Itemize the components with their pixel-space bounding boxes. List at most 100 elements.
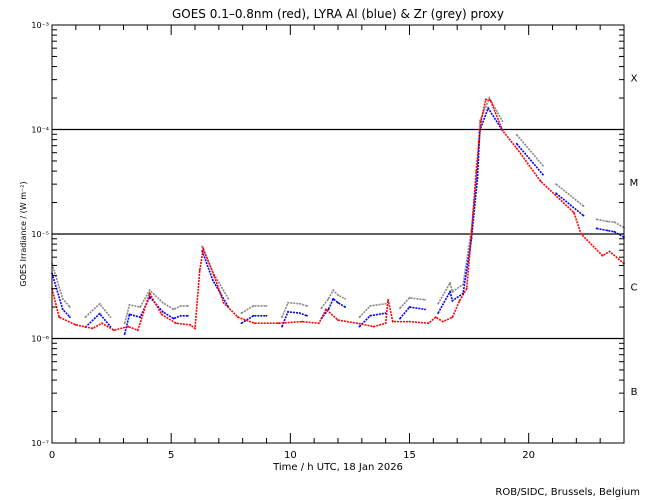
data-point bbox=[287, 301, 289, 304]
data-point bbox=[337, 294, 339, 297]
data-point bbox=[372, 325, 375, 328]
data-point bbox=[595, 218, 598, 221]
series-segment bbox=[358, 302, 386, 318]
data-point bbox=[139, 306, 142, 308]
data-point bbox=[582, 205, 585, 207]
series-segment bbox=[84, 312, 112, 328]
series-segment bbox=[241, 314, 267, 324]
data-point bbox=[139, 316, 142, 319]
series-segment bbox=[201, 250, 230, 308]
data-point bbox=[451, 290, 454, 293]
data-point bbox=[573, 211, 575, 214]
x-axis-label: Time / h UTC, 18 Jan 2026 bbox=[272, 462, 403, 473]
data-point bbox=[58, 316, 61, 319]
data-point bbox=[424, 298, 426, 301]
data-point bbox=[515, 142, 518, 145]
data-point bbox=[369, 305, 372, 307]
series-segment bbox=[437, 96, 504, 305]
data-point bbox=[91, 327, 94, 330]
data-point bbox=[101, 322, 103, 325]
data-point bbox=[161, 301, 164, 304]
data-point bbox=[327, 297, 330, 300]
data-point bbox=[384, 302, 387, 305]
data-point bbox=[399, 317, 401, 320]
x-tick-label: 20 bbox=[522, 450, 535, 461]
data-point bbox=[462, 283, 465, 286]
data-point bbox=[237, 316, 239, 319]
flare-class-label: C bbox=[631, 282, 638, 293]
data-point bbox=[160, 313, 163, 316]
data-point bbox=[252, 305, 255, 307]
chart-title: GOES 0.1–0.8nm (red), LYRA Al (blue) & Z… bbox=[172, 7, 504, 21]
data-point bbox=[84, 316, 87, 319]
series-segment bbox=[123, 295, 188, 335]
data-point bbox=[501, 129, 504, 132]
data-point bbox=[175, 322, 177, 325]
data-point bbox=[172, 308, 175, 311]
series-segment bbox=[555, 183, 584, 207]
data-point bbox=[555, 183, 557, 186]
data-point bbox=[606, 229, 609, 232]
data-point bbox=[437, 302, 439, 305]
data-point bbox=[298, 312, 301, 315]
data-point bbox=[515, 133, 518, 136]
data-point bbox=[128, 303, 131, 306]
data-point bbox=[476, 177, 479, 180]
data-point bbox=[356, 322, 358, 325]
data-point bbox=[109, 316, 112, 319]
data-point bbox=[437, 312, 439, 315]
y-axis-label: GOES Irradiance / (W m⁻²) bbox=[19, 181, 28, 286]
series-segment bbox=[596, 218, 625, 229]
y-tick-label: 10⁻⁴ bbox=[31, 126, 49, 135]
y-tick-label: 10⁻⁵ bbox=[31, 230, 49, 239]
data-point bbox=[480, 120, 482, 123]
data-point bbox=[298, 302, 301, 305]
data-point bbox=[148, 289, 151, 292]
data-point bbox=[542, 164, 544, 167]
data-point bbox=[252, 314, 255, 317]
data-point bbox=[265, 305, 268, 307]
y-tick-label: 10⁻³ bbox=[31, 21, 49, 30]
data-point bbox=[337, 301, 339, 304]
data-point bbox=[487, 107, 490, 110]
series-segment bbox=[516, 134, 544, 167]
data-point bbox=[542, 173, 544, 176]
data-point bbox=[128, 313, 131, 316]
data-point bbox=[449, 282, 451, 284]
data-point bbox=[327, 308, 330, 311]
y-tick-label: 10⁻⁷ bbox=[31, 439, 49, 448]
data-point bbox=[201, 245, 204, 248]
data-point bbox=[281, 325, 283, 328]
series-segment bbox=[555, 192, 584, 217]
series-segment bbox=[123, 288, 188, 324]
data-point bbox=[68, 306, 71, 308]
data-point bbox=[582, 214, 585, 217]
data-point bbox=[179, 305, 182, 307]
plot-frame bbox=[51, 24, 625, 444]
data-point bbox=[358, 325, 361, 328]
data-point bbox=[580, 233, 582, 235]
data-point bbox=[484, 98, 487, 101]
data-point bbox=[608, 250, 611, 253]
data-point bbox=[555, 192, 557, 195]
x-tick-label: 15 bbox=[403, 450, 416, 461]
data-point bbox=[369, 314, 372, 317]
data-point bbox=[337, 319, 339, 321]
data-point bbox=[74, 323, 77, 326]
data-point bbox=[301, 320, 304, 323]
data-point bbox=[287, 310, 289, 313]
data-point bbox=[123, 322, 126, 325]
data-point bbox=[424, 308, 426, 311]
series-segment bbox=[281, 301, 308, 318]
data-point bbox=[449, 290, 451, 293]
data-point bbox=[451, 299, 454, 302]
data-point bbox=[123, 333, 126, 336]
data-point bbox=[539, 180, 542, 183]
data-point bbox=[408, 320, 411, 323]
data-point bbox=[613, 221, 616, 223]
series-lyra-al-proxy bbox=[51, 106, 625, 336]
data-point bbox=[98, 312, 101, 315]
data-point bbox=[127, 325, 130, 328]
data-point bbox=[172, 317, 175, 320]
